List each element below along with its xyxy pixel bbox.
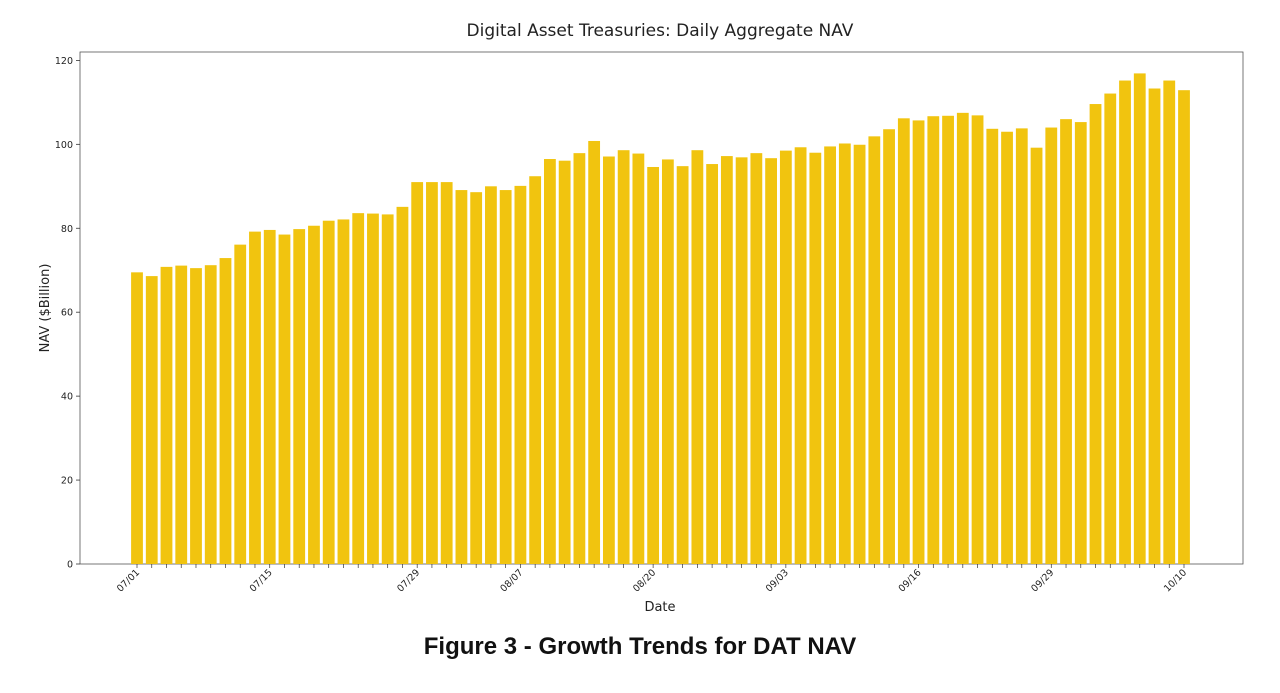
bar: [381, 214, 394, 564]
bar: [293, 229, 306, 564]
bar: [1015, 128, 1028, 564]
x-tick-label: 07/29: [395, 567, 422, 594]
bars-group: [131, 73, 1190, 565]
bar: [1104, 93, 1117, 565]
x-tick-label: 09/16: [897, 567, 924, 594]
bar: [219, 258, 232, 564]
bar: [352, 213, 365, 564]
bar: [1178, 90, 1190, 564]
bar: [750, 153, 763, 564]
bar: [249, 231, 261, 564]
y-axis-label: NAV ($Billion): [38, 264, 53, 353]
bar: [514, 185, 527, 564]
bar: [573, 153, 586, 564]
y-tick-label: 40: [61, 392, 73, 403]
bar: [396, 206, 409, 565]
bar: [455, 190, 468, 564]
bar: [160, 266, 173, 564]
bar: [426, 182, 438, 564]
bar: [691, 150, 704, 564]
bar: [1133, 73, 1146, 565]
x-tick-label: 08/07: [498, 567, 525, 594]
bar: [411, 182, 424, 564]
bar: [824, 146, 836, 564]
bar: [647, 166, 660, 565]
bar: [470, 192, 483, 565]
bar: [1163, 80, 1176, 564]
bar: [912, 120, 925, 564]
bar: [1045, 127, 1058, 564]
bar: [897, 118, 910, 564]
bar: [175, 265, 188, 564]
y-tick-label: 20: [61, 476, 73, 487]
x-axis-label: Date: [644, 600, 675, 615]
bar: [263, 229, 276, 564]
bar: [322, 220, 335, 564]
bar: [190, 268, 202, 564]
bar: [986, 128, 999, 565]
bar: [1074, 122, 1087, 564]
y-axis: 0 20 40 60 80 100 120: [55, 56, 80, 571]
bar: [971, 115, 984, 565]
bar: [234, 244, 247, 564]
bar: [956, 112, 969, 564]
bar: [588, 140, 601, 564]
figure-caption: Figure 3 - Growth Trends for DAT NAV: [423, 633, 857, 660]
y-tick-label: 120: [55, 56, 73, 67]
bar: [632, 153, 645, 564]
bar: [720, 156, 733, 564]
bar: [1089, 104, 1102, 564]
bar: [602, 156, 615, 564]
bar: [308, 225, 320, 565]
bar: [544, 159, 556, 564]
x-tick-label: 09/03: [764, 567, 791, 594]
y-tick-label: 80: [61, 224, 73, 235]
bar-chart: Digital Asset Treasuries: Daily Aggregat…: [38, 21, 1244, 615]
bar: [676, 166, 689, 564]
bar: [706, 164, 719, 565]
bar: [927, 116, 940, 565]
bar: [204, 265, 217, 564]
y-tick-label: 100: [55, 140, 73, 151]
bar: [809, 152, 822, 564]
bar: [853, 144, 866, 564]
chart-title: Digital Asset Treasuries: Daily Aggregat…: [467, 21, 854, 41]
bar: [617, 150, 630, 564]
bar: [661, 159, 674, 564]
x-tick-label: 07/15: [248, 567, 275, 594]
bar: [558, 160, 571, 564]
bar: [765, 158, 777, 564]
x-tick-label: 09/29: [1029, 567, 1056, 594]
x-tick-label: 08/20: [631, 567, 658, 594]
bar: [367, 213, 379, 564]
y-tick-label: 60: [61, 308, 73, 319]
bar: [868, 136, 881, 564]
bar: [1119, 80, 1131, 564]
bar: [1001, 131, 1013, 565]
bar: [529, 176, 542, 564]
bar: [131, 272, 143, 564]
bar: [883, 129, 895, 564]
bar: [1148, 88, 1161, 564]
bar: [337, 219, 350, 564]
bar: [440, 182, 453, 564]
bar: [278, 234, 291, 564]
bar: [1030, 147, 1043, 564]
bar: [779, 150, 792, 564]
bar: [794, 147, 807, 564]
bar: [838, 143, 851, 565]
bar: [1060, 119, 1072, 565]
x-tick-label: 07/01: [115, 567, 142, 594]
x-tick-label: 10/10: [1162, 567, 1189, 594]
bar: [145, 276, 158, 564]
bar: [499, 190, 512, 564]
bar: [942, 115, 954, 564]
bar: [485, 186, 497, 565]
plot-area-frame: [79, 51, 1244, 565]
bar: [735, 157, 748, 564]
y-tick-label: 0: [67, 560, 73, 571]
x-axis: 07/01 07/15 07/29 08/07 08/20 09/03 09/16 09/29…: [115, 564, 1189, 594]
